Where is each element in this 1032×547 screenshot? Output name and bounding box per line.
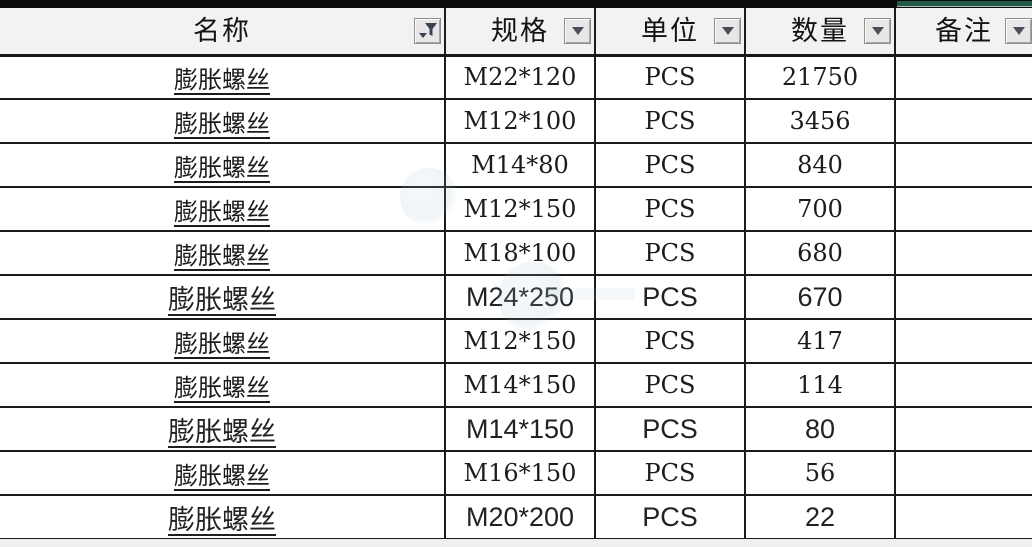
top-edge-bar [0, 0, 1032, 8]
table-row: 膨胀螺丝 M24*250 PCS 670 [0, 275, 1032, 320]
cell-name[interactable]: 膨胀螺丝 [0, 407, 445, 452]
header-row: 名称 规格 单位 [0, 8, 1032, 57]
cell-qty[interactable]: 417 [744, 319, 895, 364]
table-row: 膨胀螺丝 M12*150 PCS 700 [0, 187, 1032, 232]
table-row: 膨胀螺丝 M22*120 PCS 21750 [0, 55, 1032, 100]
cell-name[interactable]: 膨胀螺丝 [0, 495, 445, 540]
cell-spec[interactable]: M14*150 [444, 363, 595, 408]
cell-spec[interactable]: M20*200 [444, 495, 595, 540]
cell-note[interactable] [894, 451, 1032, 496]
cell-qty[interactable]: 3456 [744, 99, 895, 144]
cell-spec[interactable]: M18*100 [444, 231, 595, 276]
cell-qty[interactable]: 114 [744, 363, 895, 408]
cell-qty[interactable]: 21750 [744, 55, 895, 100]
cell-note[interactable] [894, 187, 1032, 232]
cell-name[interactable]: 膨胀螺丝 [0, 319, 445, 364]
cell-qty[interactable]: 680 [744, 231, 895, 276]
cell-note[interactable] [894, 363, 1032, 408]
funnel-filter-icon [418, 22, 438, 40]
filter-dropdown-button[interactable] [714, 17, 741, 44]
bottom-edge-strip [0, 539, 1032, 547]
cell-unit[interactable]: PCS [594, 55, 745, 100]
column-header-spec[interactable]: 规格 [444, 8, 595, 57]
filter-funnel-button[interactable] [414, 17, 441, 44]
cell-name[interactable]: 膨胀螺丝 [0, 187, 445, 232]
table-row: 膨胀螺丝 M18*100 PCS 680 [0, 231, 1032, 276]
column-header-label: 备注 [935, 15, 993, 46]
column-header-label: 名称 [193, 15, 251, 46]
cell-note[interactable] [894, 275, 1032, 320]
column-header-note[interactable]: 备注 [894, 8, 1032, 57]
cell-unit[interactable]: PCS [594, 187, 745, 232]
table-row: 膨胀螺丝 M12*150 PCS 417 [0, 319, 1032, 364]
chevron-down-icon [1012, 26, 1025, 35]
cell-unit[interactable]: PCS [594, 495, 745, 540]
cell-unit[interactable]: PCS [594, 231, 745, 276]
cell-note[interactable] [894, 319, 1032, 364]
cell-spec[interactable]: M24*250 [444, 275, 595, 320]
cell-name[interactable]: 膨胀螺丝 [0, 275, 445, 320]
cell-note[interactable] [894, 55, 1032, 100]
table-row: 膨胀螺丝 M20*200 PCS 22 [0, 495, 1032, 540]
cell-unit[interactable]: PCS [594, 319, 745, 364]
data-table: 名称 规格 单位 [0, 8, 1032, 540]
table-row: 膨胀螺丝 M14*150 PCS 80 [0, 407, 1032, 452]
cell-unit[interactable]: PCS [594, 451, 745, 496]
cell-spec[interactable]: M12*150 [444, 187, 595, 232]
cell-qty[interactable]: 840 [744, 143, 895, 188]
column-header-label: 数量 [791, 15, 849, 46]
cell-name[interactable]: 膨胀螺丝 [0, 143, 445, 188]
cell-name[interactable]: 膨胀螺丝 [0, 231, 445, 276]
cell-name[interactable]: 膨胀螺丝 [0, 451, 445, 496]
cell-unit[interactable]: PCS [594, 407, 745, 452]
column-header-name[interactable]: 名称 [0, 8, 445, 57]
cell-spec[interactable]: M16*150 [444, 451, 595, 496]
cell-qty[interactable]: 56 [744, 451, 895, 496]
table-row: 膨胀螺丝 M16*150 PCS 56 [0, 451, 1032, 496]
cell-spec[interactable]: M14*80 [444, 143, 595, 188]
cell-unit[interactable]: PCS [594, 99, 745, 144]
column-header-unit[interactable]: 单位 [594, 8, 745, 57]
chevron-down-icon [871, 26, 884, 35]
column-header-label: 单位 [641, 15, 699, 46]
table-row: 膨胀螺丝 M14*150 PCS 114 [0, 363, 1032, 408]
cell-qty[interactable]: 22 [744, 495, 895, 540]
cell-name[interactable]: 膨胀螺丝 [0, 99, 445, 144]
cell-note[interactable] [894, 231, 1032, 276]
column-header-label: 规格 [491, 15, 549, 46]
filter-dropdown-button[interactable] [564, 17, 591, 44]
chevron-down-icon [571, 26, 584, 35]
cell-note[interactable] [894, 99, 1032, 144]
cell-name[interactable]: 膨胀螺丝 [0, 363, 445, 408]
cell-spec[interactable]: M22*120 [444, 55, 595, 100]
cell-qty[interactable]: 670 [744, 275, 895, 320]
excel-selection-accent [897, 1, 1032, 7]
cell-spec[interactable]: M12*150 [444, 319, 595, 364]
cell-qty[interactable]: 700 [744, 187, 895, 232]
cell-unit[interactable]: PCS [594, 143, 745, 188]
column-header-qty[interactable]: 数量 [744, 8, 895, 57]
cell-note[interactable] [894, 495, 1032, 540]
cell-qty[interactable]: 80 [744, 407, 895, 452]
cell-unit[interactable]: PCS [594, 275, 745, 320]
cell-note[interactable] [894, 143, 1032, 188]
cell-note[interactable] [894, 407, 1032, 452]
table-row: 膨胀螺丝 M14*80 PCS 840 [0, 143, 1032, 188]
table-row: 膨胀螺丝 M12*100 PCS 3456 [0, 99, 1032, 144]
cell-unit[interactable]: PCS [594, 363, 745, 408]
filter-dropdown-button[interactable] [864, 17, 891, 44]
cell-spec[interactable]: M12*100 [444, 99, 595, 144]
filter-dropdown-button[interactable] [1005, 17, 1032, 44]
cell-name[interactable]: 膨胀螺丝 [0, 55, 445, 100]
chevron-down-icon [721, 26, 734, 35]
cell-spec[interactable]: M14*150 [444, 407, 595, 452]
